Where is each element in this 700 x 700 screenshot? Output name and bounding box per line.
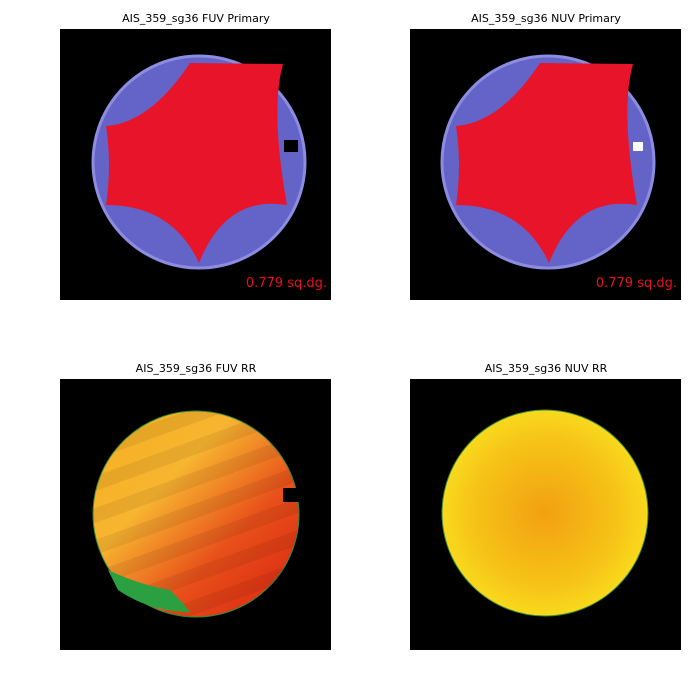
response-stripes — [93, 411, 299, 617]
panel: AIS_359_sg36 NUV Primary 0.779 sq.dg. — [410, 12, 681, 300]
notch — [284, 140, 298, 152]
panel: AIS_359_sg36 FUV RR — [60, 362, 331, 650]
panel-title: AIS_359_sg36 FUV Primary — [122, 12, 270, 25]
hot-spot — [633, 142, 643, 151]
panel: AIS_359_sg36 NUV RR — [410, 362, 681, 650]
panel: AIS_359_sg36 FUV Primary 0.779 sq.dg. — [60, 12, 331, 300]
panel-title: AIS_359_sg36 FUV RR — [136, 362, 257, 375]
primary-area — [106, 63, 287, 263]
low-response-region — [108, 570, 190, 612]
panel-title: AIS_359_sg36 NUV Primary — [471, 12, 621, 25]
area-label: 0.779 sq.dg. — [246, 276, 327, 291]
panel-title: AIS_359_sg36 NUV RR — [485, 362, 608, 375]
response-map — [441, 409, 649, 617]
area-label: 0.779 sq.dg. — [596, 276, 677, 291]
primary-area — [456, 63, 637, 263]
notch — [283, 488, 299, 502]
